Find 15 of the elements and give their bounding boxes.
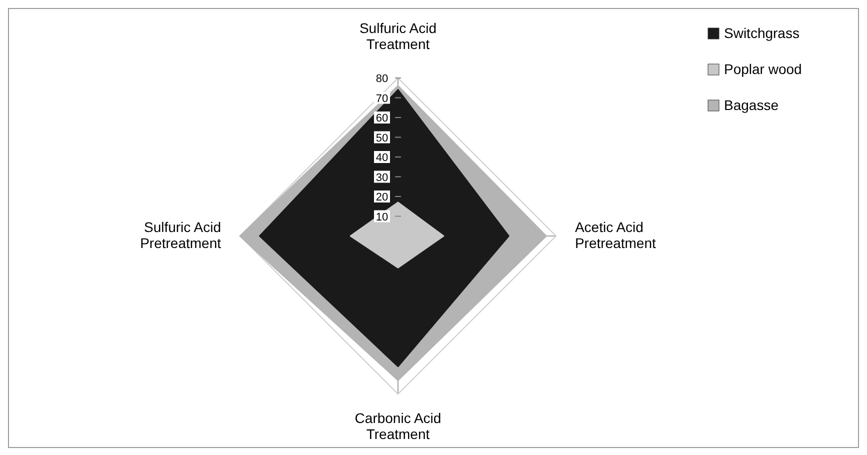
y-tick-label: 70 <box>376 92 388 105</box>
y-tick-label: 60 <box>376 112 388 124</box>
y-tick-label: 30 <box>376 172 388 184</box>
spoke-label: Sulfuric Acid Pretreatment <box>140 219 222 251</box>
legend-label: Switchgrass <box>724 25 800 41</box>
y-tick-label: 20 <box>376 192 388 204</box>
spoke-label: Acetic Acid Pretreatment <box>574 219 656 251</box>
spoke-label: Carbonic Acid Treatment <box>354 410 442 442</box>
y-tick-label: 80 <box>376 73 388 85</box>
y-tick-label: 10 <box>376 211 388 224</box>
y-tick-label: 40 <box>376 152 388 164</box>
spoke-label: Sulfuric Acid Treatment <box>359 20 437 52</box>
legend-label: Bagasse <box>724 97 779 113</box>
legend-label: Poplar wood <box>724 61 802 77</box>
y-tick-label: 50 <box>376 132 388 144</box>
